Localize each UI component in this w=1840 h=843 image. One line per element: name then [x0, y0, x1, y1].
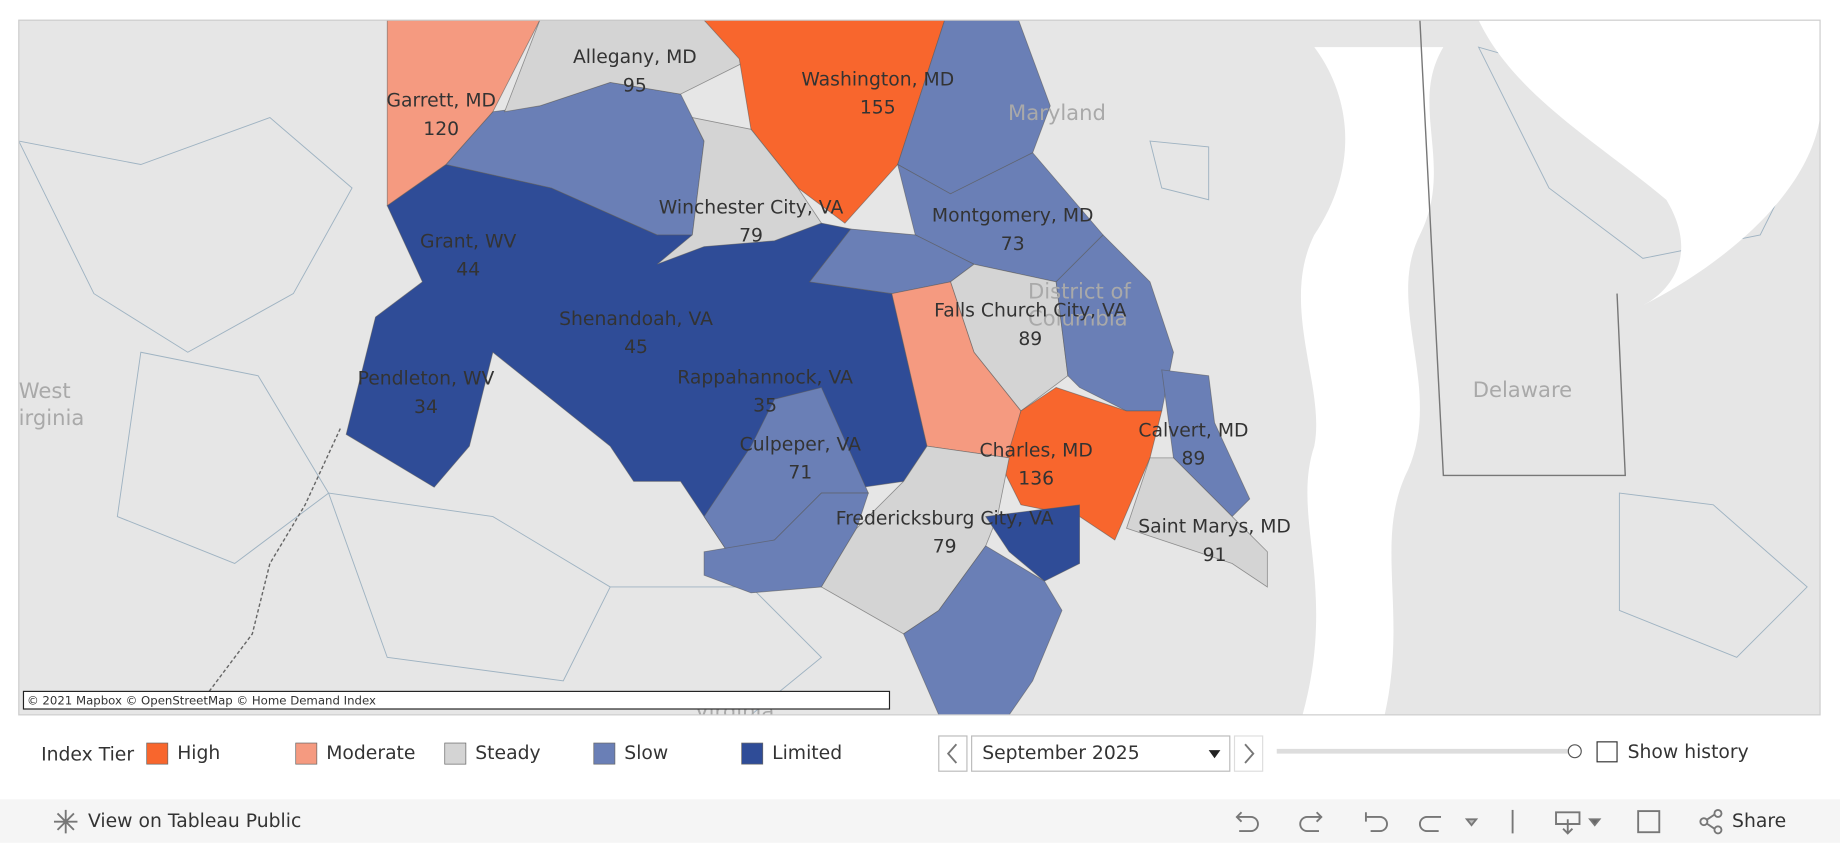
legend-label: Limited	[772, 743, 842, 764]
checkbox[interactable]	[1596, 741, 1618, 763]
legend: Index Tier High Moderate Steady Slow Limited	[41, 742, 842, 765]
region-value: 91	[1203, 545, 1227, 566]
region-value: 35	[753, 396, 777, 417]
view-link[interactable]: View on Tableau Public	[88, 811, 301, 832]
region-name: Calvert, MD	[1138, 420, 1248, 441]
date-control: September 2025 Show history	[938, 735, 1749, 772]
water	[1478, 20, 1821, 306]
share-button[interactable]: Share	[1732, 811, 1786, 832]
region-value: 95	[623, 75, 647, 96]
region-name: Rappahannock, VA	[677, 368, 853, 389]
toolbar: View on Tableau Public Share	[0, 799, 1840, 843]
legend-label: High	[177, 743, 220, 764]
region-value: 73	[1001, 234, 1025, 255]
legend-label: Slow	[624, 743, 668, 764]
region-name: Grant, WV	[420, 231, 516, 252]
place-label: Virginia	[5, 405, 85, 430]
county-region[interactable]	[386, 20, 541, 207]
boundaries	[18, 46, 1808, 715]
region-value: 71	[788, 463, 812, 484]
place-label: West	[19, 378, 71, 403]
region-name: Saint Marys, MD	[1138, 517, 1291, 538]
region-name: Allegany, MD	[573, 47, 697, 68]
place-label: Maryland	[1008, 100, 1106, 125]
region-value: 45	[624, 337, 648, 358]
next-button[interactable]	[1233, 735, 1264, 772]
region-name: Charles, MD	[980, 440, 1093, 461]
region-name: Washington, MD	[801, 70, 954, 91]
checkbox-label[interactable]: Show history	[1628, 742, 1749, 763]
next-icon	[1244, 743, 1255, 764]
region-name: Culpeper, VA	[740, 434, 861, 455]
region-name: Shenandoah, VA	[559, 309, 713, 330]
region-name: Pendleton, WV	[358, 369, 495, 390]
region-labels: Garrett, MD 120 Allegany, MD 95 Washington, …	[358, 47, 1291, 566]
attribution: © 2021 Mapbox © OpenStreetMap © Home Dem…	[27, 693, 376, 707]
region-name: Garrett, MD	[386, 91, 496, 112]
place-label: Columbia	[1028, 305, 1128, 330]
dropdown-arrow	[1208, 750, 1221, 759]
legend-label: Steady	[475, 743, 540, 764]
county-region[interactable]	[1002, 387, 1163, 541]
region-value: 155	[860, 98, 896, 119]
county-region[interactable]	[1126, 457, 1268, 588]
tableau-icon	[53, 809, 78, 834]
water	[1301, 47, 1444, 715]
region-name: Montgomery, MD	[932, 206, 1094, 227]
legend-swatch	[741, 742, 764, 765]
county-region[interactable]	[656, 117, 823, 265]
region-value: 136	[1018, 468, 1054, 489]
slider-handle[interactable]	[1567, 744, 1582, 759]
region-value: 89	[1181, 449, 1205, 470]
region-value: 120	[423, 119, 459, 140]
prev-icon	[946, 743, 958, 764]
region-value: 89	[1018, 329, 1042, 350]
date-dropdown[interactable]	[971, 735, 1231, 772]
region-value: 79	[933, 537, 957, 558]
legend-swatch	[593, 742, 616, 765]
region-name: Falls Church City, VA	[934, 301, 1126, 322]
county-region[interactable]	[903, 545, 1063, 715]
legend-swatch	[295, 742, 318, 765]
regions	[345, 20, 1268, 715]
region-name: Winchester City, VA	[659, 197, 844, 218]
legend-swatch	[444, 742, 467, 765]
toolbar-background	[0, 799, 1840, 843]
state-border	[1419, 20, 1626, 477]
prev-button[interactable]	[938, 735, 968, 772]
toolbar-icons	[1235, 809, 1514, 834]
legend-title: Index Tier	[41, 744, 134, 765]
attribution-box	[22, 690, 891, 710]
map-frame	[18, 19, 1821, 716]
legend-label: Moderate	[326, 743, 415, 764]
state-border	[198, 428, 341, 705]
county-region[interactable]	[985, 504, 1081, 582]
place-label: District of	[1028, 278, 1131, 303]
region-value: 79	[739, 226, 763, 247]
region-value: 44	[456, 260, 480, 281]
legend-swatch	[146, 742, 169, 765]
region-value: 34	[414, 397, 438, 418]
region-name: Fredericksburg City, VA	[836, 508, 1054, 529]
date-value: September 2025	[982, 743, 1139, 764]
toolbar-icons	[1555, 808, 1723, 835]
place-label: Delaware	[1473, 377, 1572, 402]
